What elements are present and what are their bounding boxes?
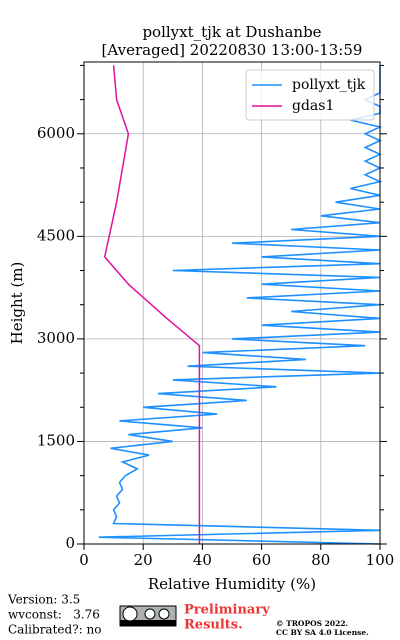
line-series (98, 65, 383, 545)
line-series (103, 65, 201, 544)
footer-copyright: © TROPOS 2022. (276, 619, 348, 628)
chart-subtitle: [Averaged] 20220830 13:00-13:59 (102, 41, 363, 59)
legend-box (245, 69, 375, 121)
footer-results: Results. (184, 618, 243, 633)
x-tick-label: 40 (193, 551, 212, 569)
y-tick-label: 6000 (37, 124, 75, 142)
legend: pollyxt_tjk gdas1 (245, 69, 375, 121)
y-tick-label: 0 (65, 534, 75, 552)
y-axis-label: Height (m) (8, 262, 26, 345)
legend-label: pollyxt_tjk (292, 77, 366, 93)
y-tick-label: 1500 (37, 431, 75, 449)
footer-license: CC BY SA 4.0 License. (276, 628, 369, 637)
footer-calibrated: Calibrated?: no (8, 623, 101, 637)
legend-label: gdas1 (292, 98, 334, 114)
x-tick-label: 0 (79, 551, 89, 569)
x-tick-label: 60 (252, 551, 271, 569)
cc-icon (119, 605, 177, 627)
footer-preliminary: Preliminary (184, 603, 270, 618)
x-tick-label: 100 (366, 551, 395, 569)
footer-version: Version: 3.5 (7, 593, 80, 607)
x-tick-label: 20 (134, 551, 153, 569)
x-tick-label: 80 (311, 551, 330, 569)
y-tick-label: 3000 (37, 329, 75, 347)
x-axis-label: Relative Humidity (%) (148, 575, 316, 593)
footer-wvconst: wvconst: 3.76 (8, 608, 100, 622)
y-tick-label: 4500 (37, 226, 75, 244)
plot-frame (83, 61, 381, 545)
chart-title: pollyxt_tjk at Dushanbe (142, 23, 321, 41)
